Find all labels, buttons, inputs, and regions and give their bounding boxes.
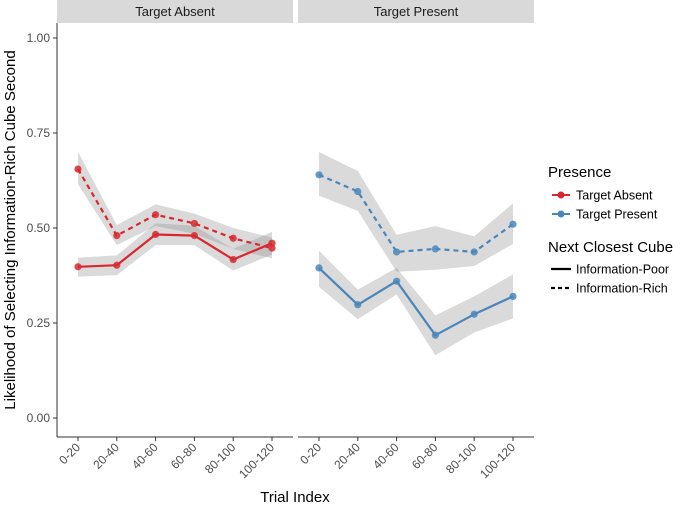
data-point-target-present-information-poor bbox=[509, 292, 517, 300]
panel-target-present bbox=[315, 152, 517, 356]
data-point-target-absent-information-rich bbox=[268, 244, 276, 252]
x-tick-label: 100-120 bbox=[477, 440, 518, 481]
legend: Presence Target Absent Target Present Ne… bbox=[548, 164, 673, 296]
data-point-target-present-information-poor bbox=[393, 277, 401, 285]
data-point-target-present-information-poor bbox=[431, 331, 439, 339]
x-tick-label: 60-80 bbox=[409, 440, 441, 472]
data-point-target-absent-information-rich bbox=[152, 211, 160, 219]
legend-label-target-absent: Target Absent bbox=[576, 189, 653, 203]
data-point-target-present-information-rich bbox=[431, 245, 439, 253]
legend-label-information-poor: Information-Poor bbox=[576, 263, 669, 277]
data-point-target-absent-information-poor bbox=[190, 232, 198, 240]
data-point-target-absent-information-rich bbox=[190, 219, 198, 228]
legend-title-presence: Presence bbox=[548, 164, 611, 181]
series-line-target-present-information-rich bbox=[318, 173, 514, 253]
data-point-target-absent-information-rich bbox=[74, 165, 82, 173]
y-tick-label: 0.00 bbox=[27, 411, 51, 425]
data-point-target-present-information-rich bbox=[354, 187, 362, 196]
legend-key-point-target-present bbox=[557, 210, 565, 218]
x-tick-label: 40-60 bbox=[370, 440, 402, 472]
x-tick-label: 100-120 bbox=[236, 440, 277, 481]
data-point-target-absent-information-poor bbox=[268, 239, 276, 247]
y-tick-label: 0.25 bbox=[27, 316, 51, 330]
data-point-target-present-information-rich bbox=[393, 248, 401, 256]
data-point-target-present-information-rich bbox=[509, 220, 517, 228]
series-line-target-absent-information-rich bbox=[77, 168, 273, 250]
data-point-target-absent-information-poor bbox=[229, 255, 237, 264]
x-tick-label: 0-20 bbox=[56, 440, 83, 467]
y-tick-label: 0.50 bbox=[27, 221, 51, 235]
x-tick-label: 60-80 bbox=[168, 440, 200, 472]
data-point-target-absent-information-poor bbox=[152, 230, 160, 239]
legend-key-point-target-absent bbox=[557, 191, 565, 199]
y-axis-ticks: 0.00 0.25 0.50 0.75 1.00 bbox=[27, 31, 57, 425]
panel-title-target-absent: Target Absent bbox=[135, 4, 215, 19]
data-point-target-present-information-rich bbox=[315, 171, 323, 179]
x-tick-label: 20-40 bbox=[90, 440, 122, 472]
confidence-band-target-absent-information-poor bbox=[78, 223, 272, 277]
x-tick-label: 20-40 bbox=[331, 440, 363, 472]
confidence-band-target-present-information-poor bbox=[319, 250, 513, 356]
x-tick-label: 0-20 bbox=[297, 440, 324, 467]
series-line-target-present-information-poor bbox=[318, 267, 514, 337]
data-point-target-present-information-poor bbox=[315, 264, 323, 272]
data-point-target-present-information-poor bbox=[354, 301, 362, 309]
panel-target-absent bbox=[74, 152, 276, 277]
legend-label-information-rich: Information-Rich bbox=[576, 282, 668, 296]
x-axis-title: Trial Index bbox=[260, 489, 330, 506]
y-tick-label: 0.75 bbox=[27, 126, 51, 140]
x-tick-label: 40-60 bbox=[129, 440, 161, 472]
y-tick-label: 1.00 bbox=[27, 31, 51, 45]
strip-background-present bbox=[298, 0, 534, 23]
legend-label-target-present: Target Present bbox=[576, 208, 658, 222]
y-axis-title: Likelihood of Selecting Information-Rich… bbox=[2, 50, 19, 409]
data-point-target-absent-information-rich bbox=[229, 234, 237, 242]
legend-title-next-closest-cube: Next Closest Cube bbox=[548, 239, 673, 256]
panel-title-target-present: Target Present bbox=[374, 4, 459, 19]
confidence-band-target-absent-information-rich bbox=[78, 152, 272, 259]
confidence-band-target-present-information-rich bbox=[319, 152, 513, 272]
strip-background-absent bbox=[57, 0, 293, 23]
x-tick-label: 80-100 bbox=[202, 440, 239, 477]
data-point-target-present-information-poor bbox=[470, 310, 478, 318]
data-point-target-absent-information-poor bbox=[113, 261, 121, 269]
data-point-target-absent-information-rich bbox=[113, 232, 121, 240]
data-point-target-absent-information-poor bbox=[74, 263, 82, 271]
x-tick-label: 80-100 bbox=[443, 440, 480, 477]
series-line-target-absent-information-poor bbox=[77, 233, 273, 268]
data-point-target-present-information-rich bbox=[470, 248, 478, 256]
